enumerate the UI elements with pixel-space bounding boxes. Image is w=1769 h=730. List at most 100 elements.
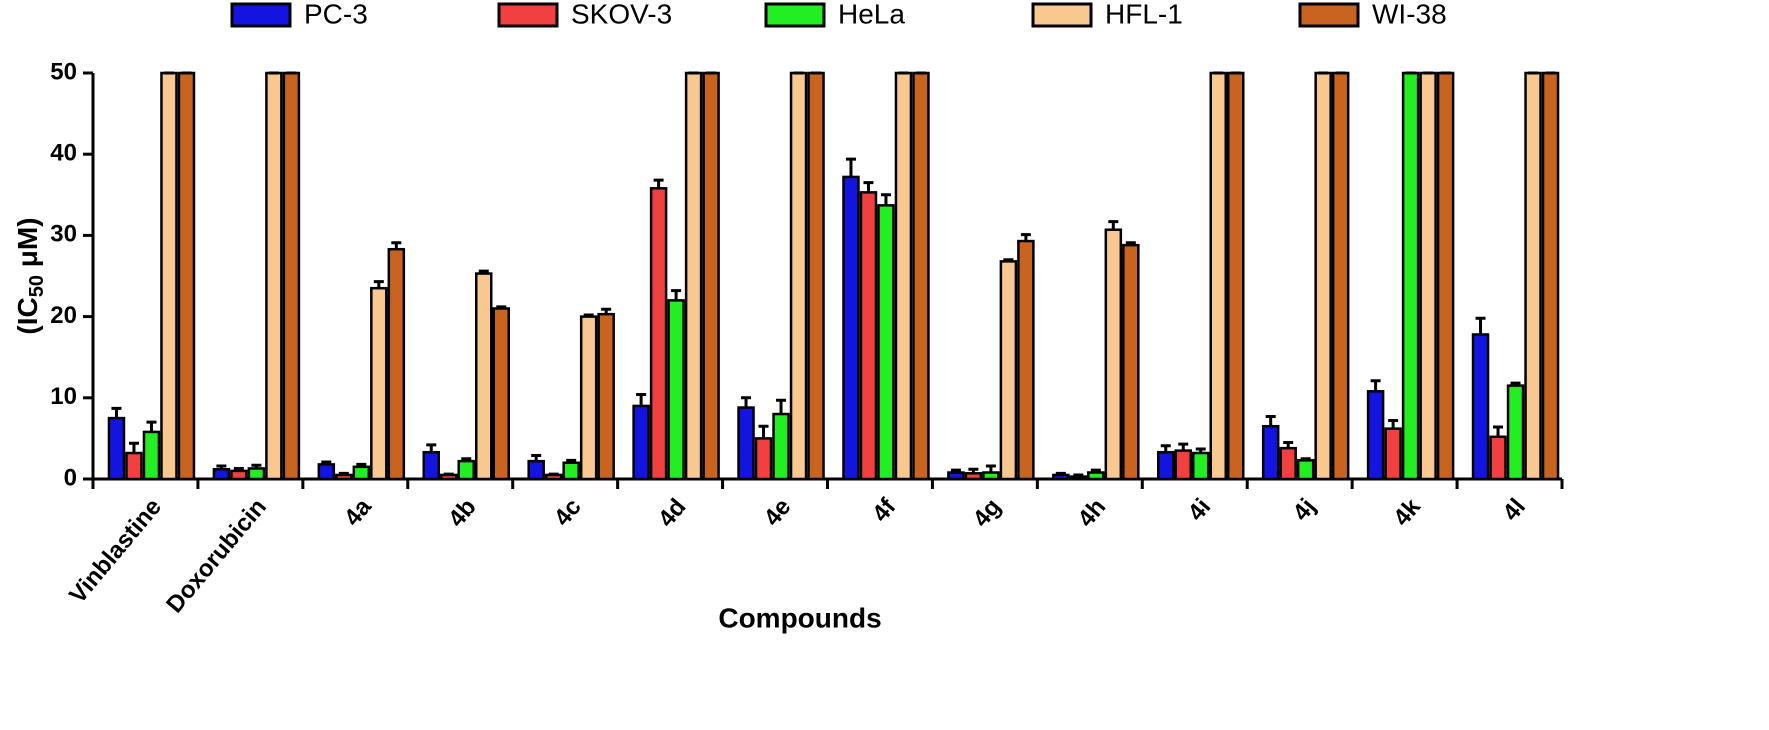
y-tick-label: 10	[50, 383, 77, 410]
error-bar	[880, 193, 891, 206]
error-bar	[128, 441, 139, 454]
error-bar	[636, 393, 647, 406]
legend-swatch	[497, 2, 559, 28]
y-label-sub: 50	[26, 275, 48, 297]
error-bar	[1510, 381, 1521, 386]
bar	[1174, 449, 1192, 481]
bar	[947, 471, 965, 481]
error-bar	[391, 241, 402, 250]
bar	[212, 468, 231, 481]
bar	[1192, 451, 1210, 481]
bar	[859, 191, 878, 481]
x-tick-label: 4e	[759, 494, 797, 532]
error-bar	[1160, 444, 1171, 453]
x-tick-label: 4b	[443, 494, 482, 533]
bar	[807, 71, 825, 481]
bar	[492, 307, 510, 481]
legend-label: HeLa	[838, 0, 905, 29]
bar	[1489, 435, 1507, 481]
legend-swatch	[764, 2, 826, 28]
bar	[632, 404, 650, 481]
bar	[1157, 450, 1175, 481]
error-bar	[741, 396, 752, 408]
x-tick-label: Vinblastine	[64, 494, 167, 609]
error-bar	[1178, 442, 1189, 451]
error-bar	[531, 453, 542, 462]
bar	[1331, 71, 1350, 481]
bar	[982, 471, 1000, 481]
y-tick-label: 50	[50, 58, 77, 85]
bar	[527, 459, 545, 481]
bar	[125, 451, 143, 481]
error-bar	[653, 178, 664, 189]
bar	[1122, 243, 1140, 481]
bar	[352, 465, 371, 481]
error-bar	[566, 458, 577, 463]
x-tick-label: 4l	[1497, 494, 1531, 527]
bar	[1471, 333, 1490, 481]
error-bar	[1370, 379, 1381, 392]
bar	[317, 463, 336, 481]
bar	[1366, 390, 1385, 481]
bar	[457, 459, 475, 481]
bar	[1541, 71, 1560, 481]
bar	[1296, 459, 1315, 481]
bar	[1261, 424, 1280, 481]
bar	[265, 71, 283, 481]
bar	[1524, 71, 1542, 481]
bar	[754, 437, 773, 481]
error-bar	[443, 472, 454, 476]
bar	[684, 71, 703, 481]
bar	[142, 430, 161, 481]
bar	[422, 450, 440, 481]
legend-label: WI-38	[1372, 0, 1447, 29]
bar	[649, 187, 668, 481]
x-tick-label: 4f	[867, 493, 902, 527]
error-bar	[146, 420, 157, 432]
y-tick-label: 20	[50, 302, 77, 329]
bar	[912, 71, 930, 481]
legend-swatch	[1298, 2, 1360, 28]
bar	[1104, 228, 1123, 481]
error-bar	[496, 305, 507, 309]
error-bar	[251, 463, 262, 469]
bar	[562, 461, 580, 481]
x-tick-label: 4c	[549, 494, 587, 532]
error-bar	[478, 269, 489, 274]
bar	[370, 286, 388, 481]
error-bar	[1475, 316, 1486, 335]
error-bar	[863, 181, 874, 193]
bar	[1069, 475, 1088, 481]
error-bar	[1108, 220, 1119, 230]
bar	[1314, 71, 1332, 481]
error-bar	[111, 406, 122, 419]
bar	[107, 416, 126, 481]
bar	[1436, 71, 1455, 481]
error-bar	[950, 468, 961, 473]
bar	[842, 175, 860, 481]
bar	[579, 315, 598, 481]
bar	[230, 469, 248, 481]
error-bar	[1125, 241, 1136, 246]
bar	[475, 272, 493, 481]
y-label-part: μM)	[12, 217, 43, 275]
error-bar	[1195, 447, 1206, 454]
error-bar	[1090, 468, 1101, 473]
error-bar	[776, 398, 787, 415]
bar	[1052, 473, 1070, 481]
bar	[177, 71, 196, 481]
error-bar	[1055, 471, 1066, 475]
bar	[1279, 446, 1297, 481]
x-tick-label: 4d	[653, 494, 692, 533]
x-tick-label: 4g	[968, 494, 1007, 533]
error-bar	[373, 280, 384, 289]
error-bar	[321, 460, 332, 465]
y-label-part: (IC	[12, 297, 43, 334]
x-tick-label: Doxorubicin	[161, 494, 272, 619]
error-bar	[338, 471, 349, 475]
error-bar	[1020, 233, 1031, 242]
error-bar	[968, 467, 979, 474]
error-bar	[1003, 258, 1014, 262]
